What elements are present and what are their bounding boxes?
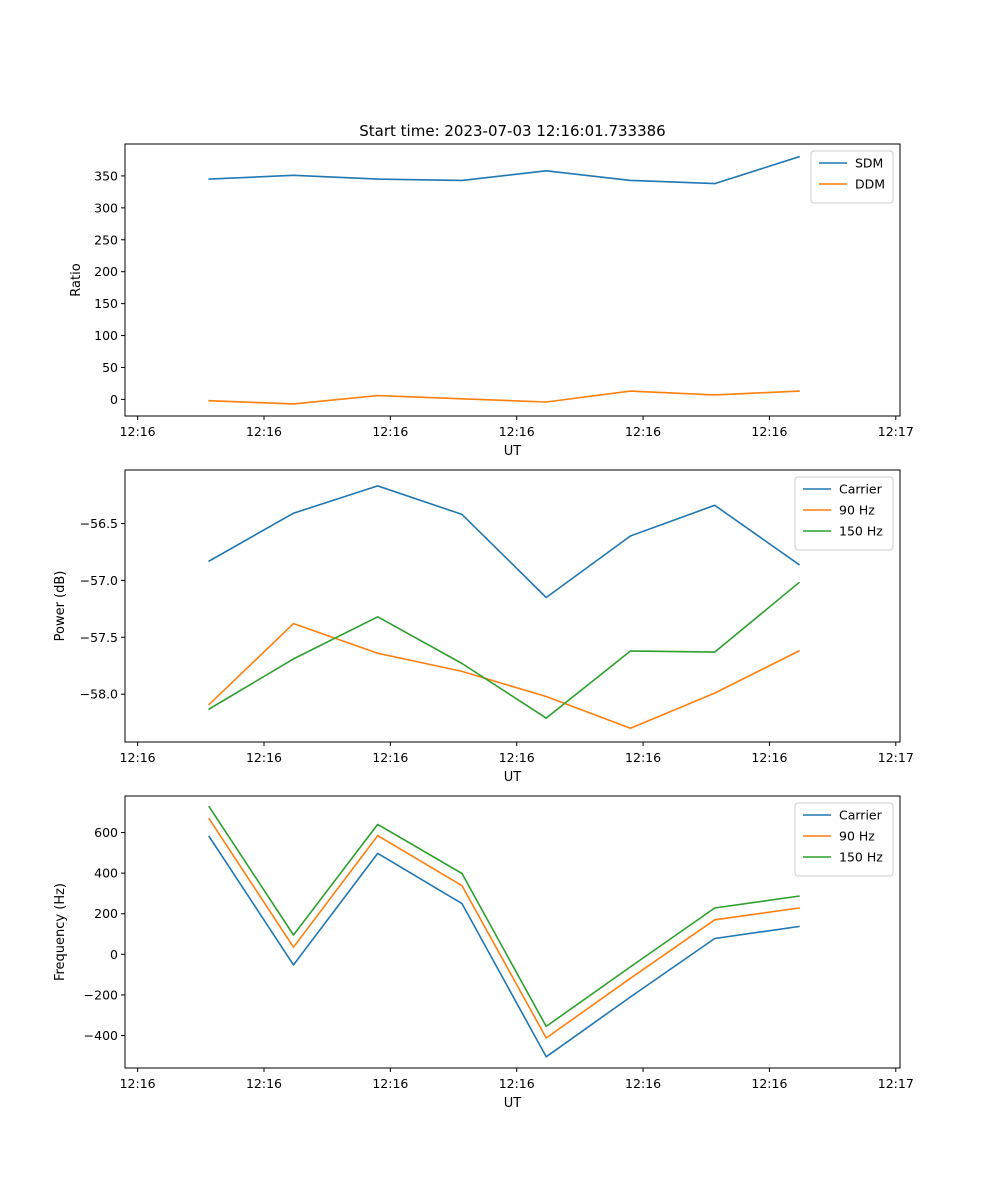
legend-box	[810, 150, 894, 204]
y-tick-label: 200	[94, 264, 118, 279]
y-tick-label: 600	[94, 825, 118, 840]
y-tick-label: 100	[94, 328, 118, 343]
y-tick-label: −200	[84, 987, 118, 1002]
series-line-sdm	[208, 155, 800, 185]
series-line-150-hz	[208, 805, 800, 1028]
y-tick-label: −400	[84, 1028, 118, 1043]
axes-frame	[124, 795, 901, 1069]
legend-label: 90 Hz	[839, 829, 875, 844]
x-tick-label: 12:16	[499, 424, 535, 439]
y-tick-label: −58.0	[80, 687, 118, 702]
legend-label: Carrier	[839, 482, 883, 497]
y-tick-label: 50	[102, 360, 118, 375]
series-line-carrier	[208, 485, 801, 599]
legend: Carrier 90 Hz 150 Hz	[794, 802, 894, 877]
x-tick-label: 12:16	[499, 1076, 535, 1091]
x-tick-label: 12:16	[372, 424, 408, 439]
x-tick-label: 12:16	[499, 750, 535, 765]
chart-panel-3: −400 −200 0 200 400 600 12:16 12:16 12:16 12:16 12…	[53, 795, 914, 1111]
x-axis-label: UT	[504, 1096, 522, 1111]
x-axis-label: UT	[504, 444, 522, 459]
y-tick-label: −57.5	[80, 630, 118, 645]
x-tick-label: 12:16	[751, 424, 787, 439]
x-axis-label: UT	[504, 770, 522, 785]
y-tick-label: 0	[110, 947, 118, 962]
series-line-carrier	[208, 835, 800, 1058]
y-tick-label: 250	[94, 232, 118, 247]
x-tick-label: 12:16	[372, 1076, 408, 1091]
x-tick-label: 12:16	[625, 1076, 661, 1091]
series-line-90-hz	[208, 817, 800, 1039]
y-axis-label: Power (dB)	[53, 571, 68, 642]
y-tick-label: 350	[94, 168, 118, 183]
y-tick-label: 0	[110, 392, 118, 407]
legend-label: 150 Hz	[839, 524, 883, 539]
x-tick-label: 12:16	[246, 1076, 282, 1091]
y-tick-label: 300	[94, 200, 118, 215]
series-line-90-hz	[208, 622, 800, 730]
series-line-ddm	[208, 390, 800, 405]
x-tick-label: 12:16	[372, 750, 408, 765]
y-axis-label: Ratio	[69, 263, 84, 296]
chart-panel-1: 0 50 100 150 200 250 300 350 12:16 12:16 12:16 12:1…	[69, 143, 914, 459]
axes-frame	[124, 469, 901, 743]
x-tick-label: 12:17	[878, 424, 914, 439]
legend-label: SDM	[855, 156, 883, 171]
chart-panel-2: −58.0 −57.5 −57.0 −56.5 12:16 12:16 12:16 12:16…	[53, 469, 914, 785]
legend-label: 150 Hz	[839, 850, 883, 865]
y-tick-label: 150	[94, 296, 118, 311]
x-tick-label: 12:17	[878, 750, 914, 765]
x-tick-label: 12:16	[120, 1076, 156, 1091]
x-tick-label: 12:16	[120, 424, 156, 439]
x-tick-label: 12:16	[751, 750, 787, 765]
x-tick-label: 12:16	[625, 424, 661, 439]
x-tick-label: 12:16	[751, 1076, 787, 1091]
legend-label: DDM	[855, 177, 885, 192]
legend-label: Carrier	[839, 808, 883, 823]
y-tick-label: −56.5	[80, 516, 118, 531]
y-axis-label: Frequency (Hz)	[53, 883, 68, 981]
legend: SDM DDM	[810, 150, 894, 204]
y-tick-label: 200	[94, 906, 118, 921]
x-tick-label: 12:16	[246, 750, 282, 765]
y-tick-label: −57.0	[80, 573, 118, 588]
legend: Carrier 90 Hz 150 Hz	[794, 476, 894, 551]
x-tick-label: 12:16	[625, 750, 661, 765]
axes-frame	[124, 143, 901, 417]
legend-label: 90 Hz	[839, 503, 875, 518]
figure-title: Start time: 2023-07-03 12:16:01.733386	[359, 122, 665, 140]
y-tick-label: 400	[94, 866, 118, 881]
x-tick-label: 12:16	[246, 424, 282, 439]
series-line-150-hz	[208, 581, 801, 719]
x-tick-label: 12:17	[878, 1076, 914, 1091]
x-tick-label: 12:16	[120, 750, 156, 765]
